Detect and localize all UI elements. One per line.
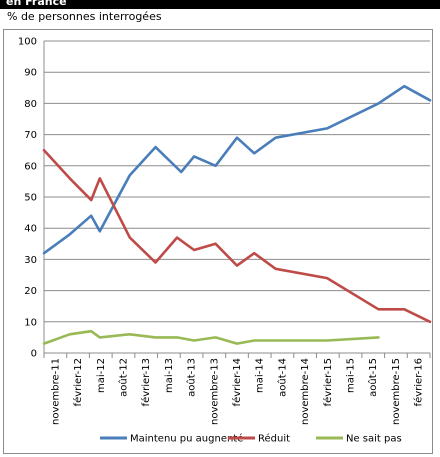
x-tick-label: août-15 [367, 358, 379, 397]
x-tick-label: août-14 [276, 358, 288, 397]
y-tick-label: 90 [24, 68, 37, 79]
x-tick-label: mai-13 [164, 358, 175, 393]
legend-label: Réduit [258, 433, 290, 445]
y-tick-label: 30 [24, 255, 37, 266]
x-tick-label: février-14 [231, 358, 243, 406]
chart-subtitle: % de personnes interrogées [7, 10, 162, 23]
legend-label: Ne sait pas [346, 434, 402, 445]
x-tick-label: février-15 [322, 358, 334, 406]
y-tick-label: 50 [24, 193, 37, 204]
x-tick-label: mai-15 [346, 358, 357, 393]
y-tick-label: 80 [24, 99, 37, 110]
y-axis: 0 10 20 30 40 50 60 70 80 90 100 [18, 37, 45, 360]
title-bar: en France [0, 0, 440, 9]
y-tick-label: 60 [24, 161, 37, 172]
x-tick-label: août-12 [117, 358, 129, 397]
y-tick-label: 40 [24, 224, 37, 235]
y-tick-label: 10 [24, 317, 37, 328]
series-line [42, 329, 380, 345]
x-tick-label: février-16 [413, 358, 425, 406]
x-tick-label: mai-14 [255, 358, 266, 393]
x-tick-label: août-13 [186, 358, 198, 397]
y-tick-label: 0 [31, 349, 37, 360]
gridlines [44, 40, 430, 354]
y-tick-label: 20 [24, 286, 37, 297]
legend: Maintenu pu augnenté Réduit Ne sait pas [100, 433, 402, 445]
x-tick-label: mai-12 [96, 358, 107, 393]
series-line [42, 148, 432, 324]
x-tick-label: novembre-15 [391, 358, 402, 425]
x-tick-label: novembre-11 [50, 358, 61, 425]
x-axis: novembre-11 février-12 mai-12 août-12 févrie… [43, 353, 431, 425]
x-tick-label: novembre-14 [300, 358, 311, 425]
legend-label: Maintenu pu augnenté [130, 433, 243, 445]
x-tick-label: février-13 [140, 358, 152, 406]
y-tick-label: 100 [18, 37, 37, 48]
y-tick-label: 70 [24, 130, 37, 141]
chart-title: en France [6, 0, 67, 8]
x-tick-label: novembre-13 [209, 358, 220, 425]
series-lines [42, 84, 432, 345]
x-tick-label: février-12 [72, 358, 84, 406]
series-line [42, 84, 432, 255]
chart-frame [3, 29, 433, 454]
